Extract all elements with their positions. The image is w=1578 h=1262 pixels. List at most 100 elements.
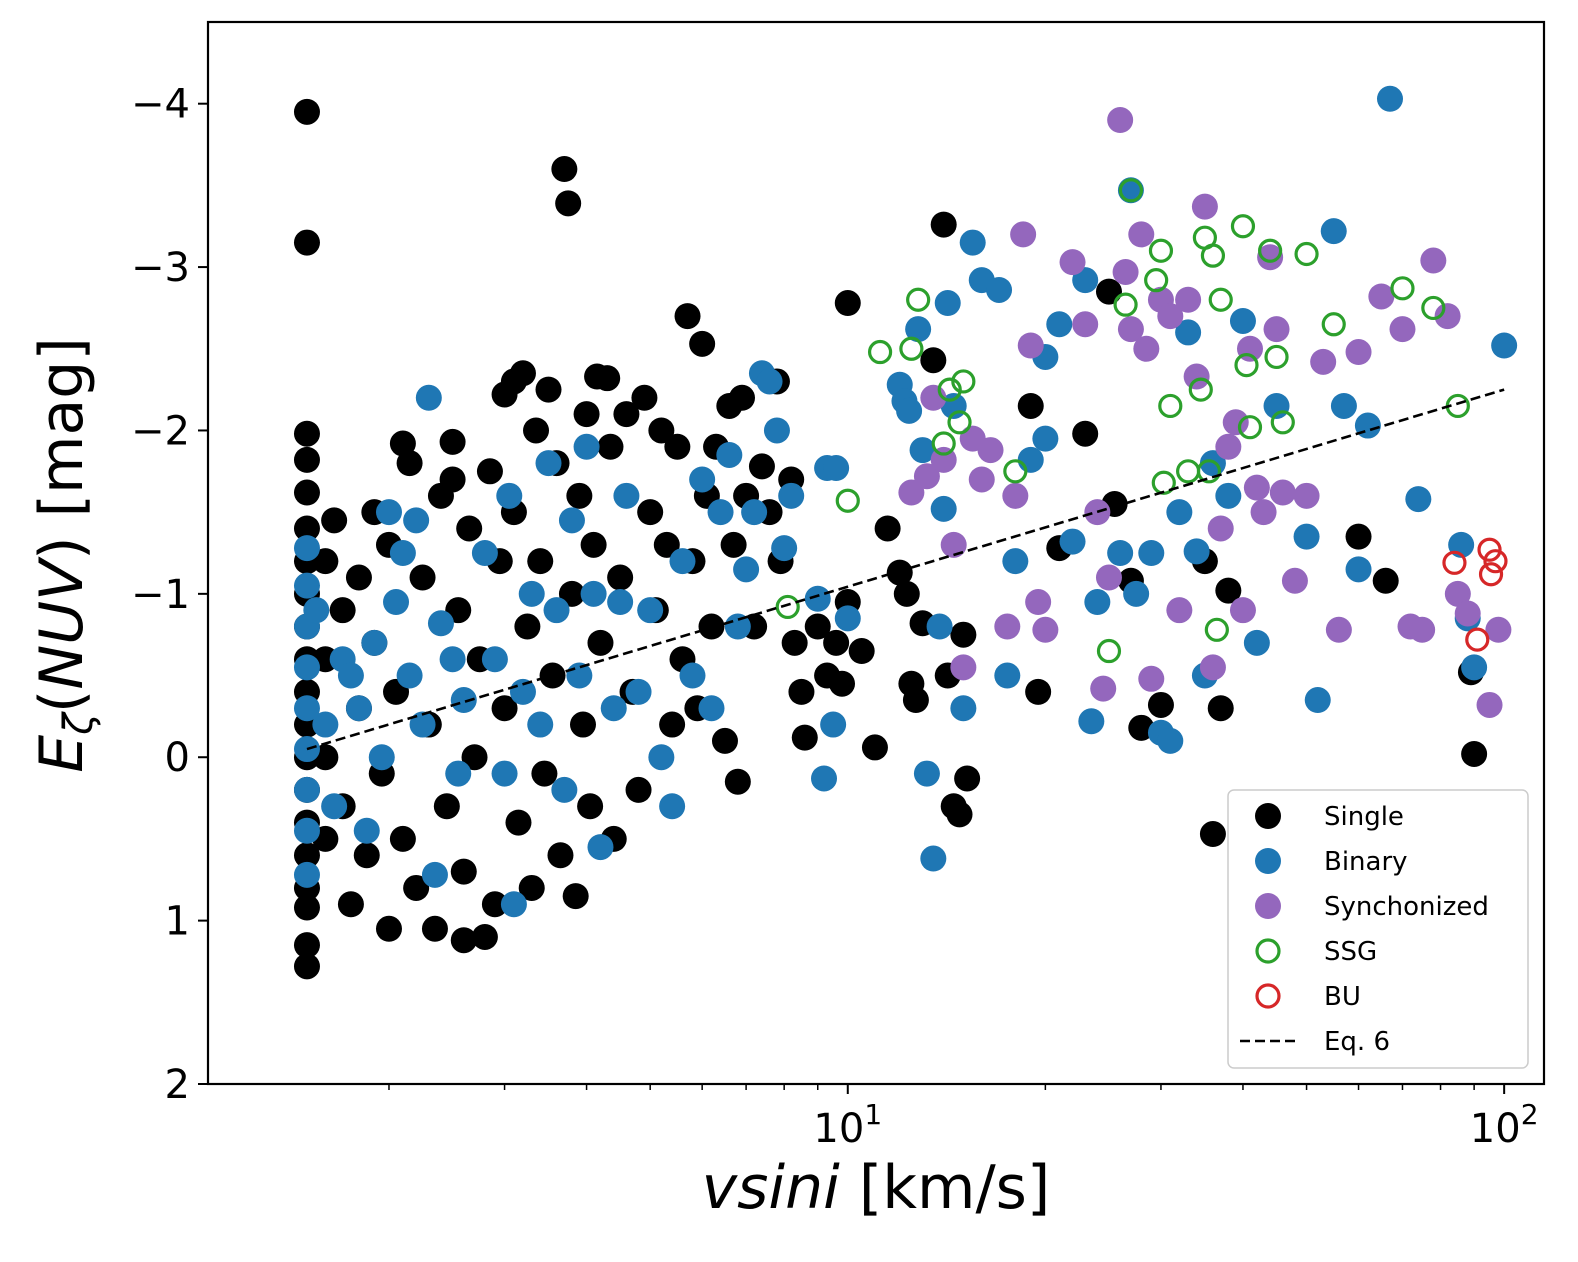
data-point-synchonized bbox=[968, 466, 995, 493]
y-tick-label: 0 bbox=[165, 735, 190, 781]
data-point-binary bbox=[1243, 629, 1270, 656]
data-point-single bbox=[558, 580, 585, 607]
data-point-ssg bbox=[1096, 638, 1122, 664]
data-point-single bbox=[329, 597, 356, 624]
data-point-synchonized bbox=[940, 531, 967, 558]
data-point-synchonized bbox=[1444, 580, 1471, 607]
y-axis-title-sub: ζ bbox=[56, 711, 102, 736]
data-point-synchonized bbox=[1263, 316, 1290, 343]
data-point-ssg bbox=[1204, 617, 1229, 642]
data-point-single bbox=[781, 629, 808, 656]
data-point-binary bbox=[1072, 267, 1099, 294]
data-point-single bbox=[396, 450, 423, 477]
data-point-single bbox=[631, 384, 658, 411]
data-point-binary bbox=[415, 384, 442, 411]
data-point-binary bbox=[637, 597, 664, 624]
data-point-single bbox=[293, 479, 320, 506]
data-point-bu bbox=[1483, 549, 1508, 574]
series-binary bbox=[293, 85, 1518, 918]
data-point-binary bbox=[804, 585, 831, 612]
data-point-single bbox=[293, 98, 320, 125]
y-axis-title: Eζ(NUV) [mag] bbox=[27, 337, 102, 773]
data-point-synchonized bbox=[1250, 499, 1277, 526]
data-point-ssg bbox=[1294, 241, 1319, 267]
data-point-ssg bbox=[947, 410, 972, 435]
data-point-single bbox=[829, 670, 856, 697]
data-point-single bbox=[569, 711, 596, 738]
data-point-single bbox=[514, 613, 541, 640]
data-point-single bbox=[613, 401, 640, 428]
data-point-binary bbox=[573, 433, 600, 460]
data-point-synchonized bbox=[1257, 244, 1284, 271]
data-point-synchonized bbox=[1112, 258, 1139, 285]
data-point-single bbox=[476, 458, 503, 485]
data-point-binary bbox=[913, 760, 940, 787]
x-axis: 101 102 bbox=[388, 1084, 1539, 1152]
x-axis-title-units: [km/s] bbox=[840, 1153, 1051, 1223]
data-point-synchonized bbox=[1207, 515, 1234, 542]
data-point-synchonized bbox=[1166, 597, 1193, 624]
data-point-single bbox=[580, 531, 607, 558]
data-point-synchonized bbox=[1420, 247, 1447, 274]
legend-label: Eq. 6 bbox=[1324, 1027, 1390, 1057]
data-point-single bbox=[551, 156, 578, 183]
data-point-single bbox=[637, 499, 664, 526]
data-point-single bbox=[1128, 714, 1155, 741]
data-point-binary bbox=[625, 678, 652, 705]
data-point-ssg bbox=[1003, 459, 1028, 484]
data-point-binary bbox=[1175, 319, 1202, 346]
legend-label: SSG bbox=[1324, 937, 1377, 967]
data-point-single bbox=[439, 466, 466, 493]
data-point-binary bbox=[403, 507, 430, 534]
data-point-binary bbox=[312, 711, 339, 738]
data-point-binary bbox=[368, 744, 395, 771]
data-point-binary bbox=[353, 817, 380, 844]
data-point-synchonized bbox=[1128, 221, 1155, 248]
data-point-binary bbox=[707, 499, 734, 526]
data-point-single bbox=[1345, 523, 1372, 550]
data-point-binary bbox=[496, 482, 523, 509]
data-point-binary bbox=[1084, 589, 1111, 616]
data-point-binary bbox=[303, 597, 330, 624]
data-point-binary bbox=[823, 455, 850, 482]
data-point-binary bbox=[698, 695, 725, 722]
y-axis-title-paren: ( bbox=[27, 690, 97, 713]
data-point-single bbox=[527, 548, 554, 575]
data-point-binary bbox=[820, 711, 847, 738]
data-point-binary bbox=[896, 397, 923, 424]
data-point-single bbox=[834, 290, 861, 317]
data-point-single bbox=[893, 580, 920, 607]
y-axis-title-nuv: NUV bbox=[27, 556, 97, 690]
data-point-binary bbox=[421, 861, 448, 888]
data-point-binary bbox=[1345, 556, 1372, 583]
data-point-ssg bbox=[775, 594, 800, 620]
data-point-single bbox=[597, 433, 624, 460]
data-point-binary bbox=[930, 495, 957, 522]
data-point-single bbox=[659, 711, 686, 738]
data-point-binary bbox=[1017, 446, 1044, 473]
data-point-synchonized bbox=[1002, 482, 1029, 509]
data-point-synchonized bbox=[1345, 339, 1372, 366]
data-point-single bbox=[648, 417, 675, 444]
plot-frame bbox=[206, 20, 1546, 1086]
data-point-ssg bbox=[1237, 415, 1263, 440]
data-point-binary bbox=[1354, 412, 1381, 439]
data-point-binary bbox=[1376, 85, 1403, 112]
data-point-single bbox=[848, 638, 875, 665]
data-point-ssg bbox=[1421, 295, 1446, 321]
data-point-single bbox=[353, 842, 380, 869]
data-point-binary bbox=[1157, 727, 1184, 754]
data-point-binary bbox=[1107, 540, 1134, 566]
data-point-synchonized bbox=[1281, 567, 1308, 594]
data-point-ssg bbox=[835, 488, 860, 513]
data-point-single bbox=[389, 430, 416, 457]
legend-entries: Single Binary Synchonized SSG BU Eq. 6 bbox=[1240, 802, 1489, 1057]
data-point-binary bbox=[566, 662, 593, 689]
data-point-ssg bbox=[1230, 214, 1256, 239]
data-point-synchonized bbox=[1310, 348, 1337, 375]
data-point-single bbox=[902, 687, 929, 714]
data-point-synchonized bbox=[1293, 482, 1320, 509]
data-point-binary bbox=[396, 662, 423, 689]
legend-marker bbox=[1255, 848, 1281, 874]
